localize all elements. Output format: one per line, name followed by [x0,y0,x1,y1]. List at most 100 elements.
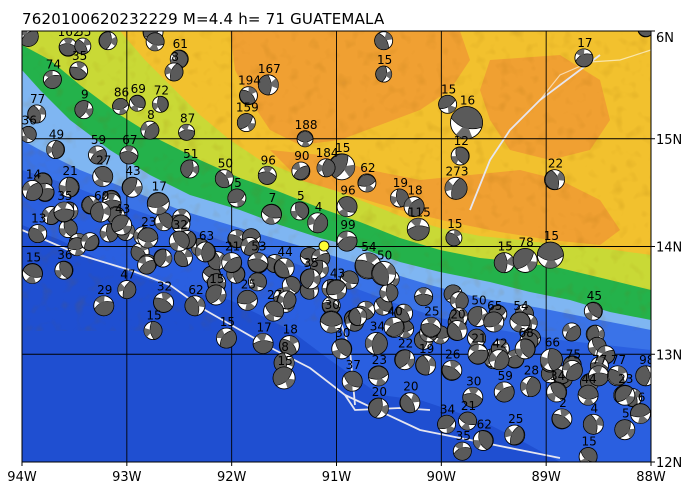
focal-mechanism-beachball [281,276,301,296]
beachball-compression-quadrant [258,74,272,96]
beachball-secondary-quadrant [454,442,464,452]
event-depth-label: 62 [188,283,203,297]
event-depth-label: 29 [97,283,112,297]
beachball-secondary-quadrant [596,356,606,366]
beachball-secondary-quadrant [42,208,52,218]
beachball-secondary-quadrant [304,256,315,266]
beachball-secondary-quadrant [576,48,585,58]
focal-mechanism-beachball [438,94,458,114]
beachball-secondary-quadrant [453,229,462,238]
beachball-secondary-quadrant [235,229,245,239]
beachball-compression-quadrant [385,283,399,303]
beachball-compression-quadrant [59,261,73,279]
beachball-secondary-quadrant [140,122,150,131]
beachball-secondary-quadrant [624,395,635,405]
event-depth-label: 67 [122,133,137,147]
focal-mechanism-beachball [467,328,487,348]
beachball-secondary-quadrant [59,228,69,237]
beachball-secondary-quadrant [130,103,139,112]
beachball-secondary-quadrant [457,321,467,331]
beachball-secondary-quadrant [383,70,392,79]
focal-mechanism-beachball [458,411,477,431]
focal-mechanism-beachball [367,397,389,419]
event-depth-label: 5 [622,407,630,421]
event-depth-label: 21 [225,240,240,254]
event-depth-label: 15 [498,240,513,254]
beachball-secondary-quadrant [332,348,342,359]
event-depth-label: 62 [360,161,375,175]
beachball-secondary-quadrant [493,321,503,332]
focal-mechanism-beachball [137,255,157,275]
beachball-compression-quadrant [441,365,461,381]
event-depth-label: 17 [152,179,167,193]
focal-mechanism-beachball [145,32,165,52]
beachball-secondary-quadrant [341,164,355,178]
event-depth-label: 61 [173,37,188,51]
beachball-secondary-quadrant [44,70,53,80]
event-depth-label: 35 [57,189,72,203]
event-depth-label: 37 [346,358,361,372]
beachball-secondary-quadrant [384,317,395,328]
beachball-secondary-quadrant [245,300,256,311]
event-depth-label: 44 [581,372,596,386]
event-depth-label: 36 [22,113,37,127]
beachball-secondary-quadrant [520,381,531,392]
event-depth-label: 18 [283,323,298,337]
beachball-secondary-quadrant [365,337,377,349]
beachball-compression-quadrant [178,129,195,141]
event-depth-label: 23 [372,353,387,367]
beachball-secondary-quadrant [357,309,367,319]
beachball-secondary-quadrant [144,328,154,338]
beachball-secondary-quadrant [155,221,164,231]
beachball-secondary-quadrant [426,317,437,328]
beachball-compression-quadrant [438,94,456,110]
focal-mechanism-beachball [88,145,107,165]
focal-mechanism-beachball [247,272,267,292]
beachball-compression-quadrant [630,403,651,418]
focal-mechanism-beachball [277,290,297,310]
focal-mechanism-beachball [117,280,137,300]
event-depth-label: 20 [450,308,465,322]
beachball-secondary-quadrant [284,377,295,389]
beachball-secondary-quadrant [580,456,589,462]
beachball-secondary-quadrant [504,256,515,267]
event-depth-label: 47 [120,268,135,282]
beachball-compression-quadrant [385,321,404,337]
beachball-compression-quadrant [322,301,341,315]
beachball-secondary-quadrant [378,404,389,415]
focal-mechanism-beachball [69,61,89,81]
beachball-secondary-quadrant [284,258,294,269]
event-depth-label: 69 [131,82,146,96]
event-depth-label: 43 [125,164,140,178]
focal-mechanism-beachball [415,354,437,376]
focal-mechanism-beachball [371,260,397,286]
beachball-secondary-quadrant [268,78,279,89]
event-depth-label: 45 [587,289,602,303]
event-depth-label: 27 [96,153,111,167]
event-depth-label: 8 [281,340,289,354]
event-depth-label: 159 [236,101,259,115]
beachball-compression-quadrant [550,382,567,401]
beachball-compression-quadrant [74,100,89,118]
focal-mechanism-beachball [278,335,300,357]
focal-mechanism-beachball [184,295,206,317]
beachball-compression-quadrant [174,249,189,267]
event-depth-label: 60 [94,189,109,203]
beachball-secondary-quadrant [515,348,526,358]
focal-mechanism-beachball [74,100,94,120]
beachball-compression-quadrant [357,174,376,187]
focal-mechanism-beachball [614,419,636,441]
beachball-secondary-quadrant [446,424,455,434]
beachball-secondary-quadrant [473,440,484,450]
beachball-secondary-quadrant [37,224,46,234]
focal-mechanism-beachball [357,173,377,193]
beachball-compression-quadrant [293,165,310,180]
focal-mechanism-beachball [536,241,564,269]
focal-mechanism-beachball [326,279,347,301]
event-depth-label: 96 [261,153,276,167]
beachball-secondary-quadrant [74,246,84,256]
event-depth-label: 21 [461,399,476,413]
beachball-secondary-quadrant [180,124,189,133]
event-depth-label: 34 [550,369,565,383]
beachball-secondary-quadrant [94,176,104,187]
